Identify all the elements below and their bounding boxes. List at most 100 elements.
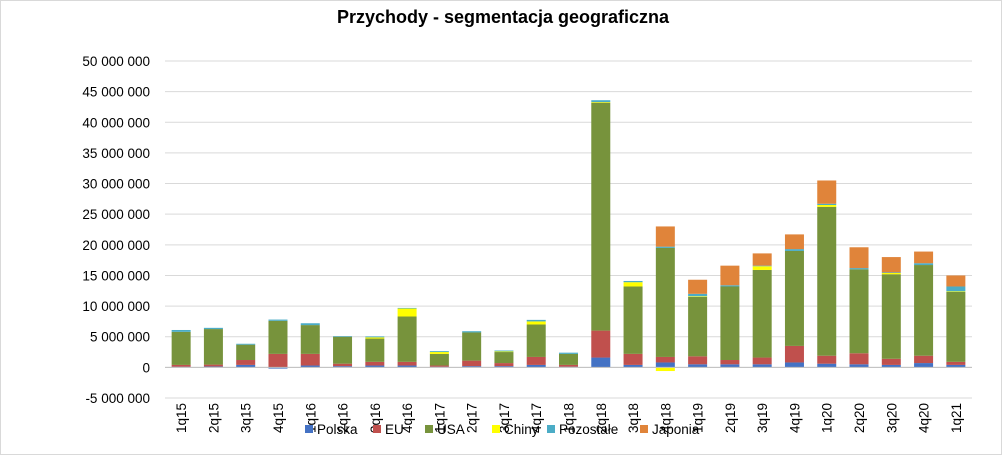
x-tick-label: 1q19	[691, 403, 706, 433]
bar-pozostałe-1q19	[688, 293, 708, 297]
bar-japonia-4q19	[784, 234, 804, 250]
legend-swatch-polska	[305, 425, 313, 433]
y-tick-label: 40 000 000	[82, 115, 150, 130]
y-tick-label: 35 000 000	[82, 146, 150, 161]
x-tick-label: 4q15	[271, 403, 286, 433]
legend-label: Pozostałe	[559, 422, 618, 437]
bar-polska-3q16	[365, 365, 385, 368]
legend-label: Chiny	[504, 422, 539, 437]
x-tick-label: 2q20	[852, 403, 867, 433]
bar-pozostałe-2q17	[462, 331, 482, 333]
legend: Polska EU USA Chiny Pozostałe Japonia	[305, 422, 700, 437]
bar-polska-2q17	[462, 366, 482, 368]
x-tick-label: 2q17	[465, 403, 480, 433]
bar-japonia-2q19	[720, 265, 740, 286]
bar-pozostałe-3q16	[365, 336, 385, 338]
x-tick-label: 2q15	[206, 403, 221, 433]
bar-pozostałe-2q16	[333, 336, 353, 337]
bar-pozostałe-4q16	[397, 307, 417, 309]
bar-polska-2q20	[849, 364, 869, 368]
y-tick-label: 30 000 000	[82, 177, 150, 192]
bar-eu-1q20	[817, 355, 837, 364]
bar-chiny-3q18	[623, 282, 643, 287]
x-tick-label: 4q17	[529, 403, 544, 433]
bar-eu-3q19	[752, 357, 772, 365]
x-tick-label: 4q16	[400, 403, 415, 433]
x-tick-label: 1q15	[174, 403, 189, 433]
y-tick-label: 5 000 000	[90, 330, 150, 345]
bar-usa-3q18	[623, 286, 643, 354]
bar-eu-3q20	[881, 358, 901, 365]
bar-polska-3q15	[236, 364, 256, 368]
bar-chiny-2q18	[591, 102, 611, 103]
bar-chiny-1q17	[429, 352, 449, 354]
bar-usa-2q19	[720, 286, 740, 361]
bar-chiny-1q21	[946, 291, 966, 292]
bar-usa-4q18	[655, 247, 675, 357]
bar-pozostałe-4q15	[268, 319, 288, 321]
bar-pozostałe-3q19	[752, 265, 772, 267]
x-tick-label: 3q18	[626, 403, 641, 433]
bar-polska-4q17	[526, 364, 546, 368]
bar-usa-2q18	[591, 102, 611, 331]
x-tick-label: 4q18	[658, 403, 673, 433]
bar-polska-3q18	[623, 364, 643, 368]
bar-usa-1q15	[171, 331, 191, 365]
x-tick-label: 4q20	[917, 403, 932, 433]
bar-eu-4q15	[268, 353, 288, 368]
bar-usa-4q20	[914, 265, 934, 356]
bar-eu-1q17	[429, 365, 449, 367]
bar-usa-2q16	[333, 336, 353, 364]
y-tick-label: 20 000 000	[82, 238, 150, 253]
bar-eu-2q17	[462, 360, 482, 367]
bar-chiny-4q18	[655, 367, 675, 372]
bar-usa-1q16	[300, 325, 320, 354]
bar-usa-4q17	[526, 324, 546, 357]
bar-eu-4q19	[784, 345, 804, 363]
x-tick-label: 1q21	[949, 403, 964, 433]
bar-japonia-3q20	[881, 257, 901, 273]
bar-polska-4q18	[655, 362, 675, 368]
bar-eu-2q18	[591, 330, 611, 358]
x-tick-label: 1q18	[562, 403, 577, 433]
bar-eu-4q18	[655, 356, 675, 363]
legend-swatch-japonia	[640, 425, 648, 433]
bar-pozostałe-4q20	[914, 263, 934, 266]
bar-japonia-4q20	[914, 251, 934, 264]
bar-pozostałe-1q18	[559, 352, 578, 354]
bar-eu-1q19	[688, 356, 708, 365]
x-tick-label: 4q19	[787, 403, 802, 433]
bar-usa-2q15	[203, 329, 223, 365]
bar-chiny-1q19	[688, 296, 708, 297]
bar-usa-3q17	[494, 352, 514, 364]
legend-swatch-eu	[373, 425, 381, 433]
bar-eu-1q21	[946, 361, 966, 365]
x-tick-label: 1q17	[432, 403, 447, 433]
bar-chiny-3q19	[752, 266, 772, 270]
bar-polska-1q20	[817, 363, 837, 368]
bar-chiny-4q16	[397, 308, 417, 317]
bar-usa-3q19	[752, 269, 772, 358]
bar-usa-3q15	[236, 344, 256, 361]
x-tick-label: 3q19	[755, 403, 770, 433]
legend-label: Polska	[317, 422, 358, 437]
x-axis-ticks: 1q15 2q15 3q15 4q15 1q16 2q16 3q16 4q16 1q17 2q17…	[174, 403, 964, 433]
bar-polska-2q16	[333, 366, 353, 368]
bar-pozostałe-3q15	[236, 343, 256, 345]
bar-pozostałe-1q16	[300, 323, 320, 326]
y-tick-label: 10 000 000	[82, 299, 150, 314]
x-tick-label: 2q16	[336, 403, 351, 433]
bar-polska-1q19	[688, 364, 708, 368]
bar-pozostałe-4q19	[784, 249, 804, 251]
bar-pozostałe-1q17	[429, 351, 449, 353]
bar-polska-4q19	[784, 362, 804, 368]
bar-chiny-4q17	[526, 321, 546, 325]
bar-usa-2q17	[462, 332, 482, 361]
bar-usa-3q20	[881, 274, 901, 359]
bar-polska-4q20	[914, 363, 934, 368]
bar-pozostałe-2q19	[720, 285, 740, 287]
legend-swatch-chiny	[492, 425, 500, 433]
bar-eu-2q15	[203, 364, 223, 367]
bar-eu-4q17	[526, 356, 546, 365]
